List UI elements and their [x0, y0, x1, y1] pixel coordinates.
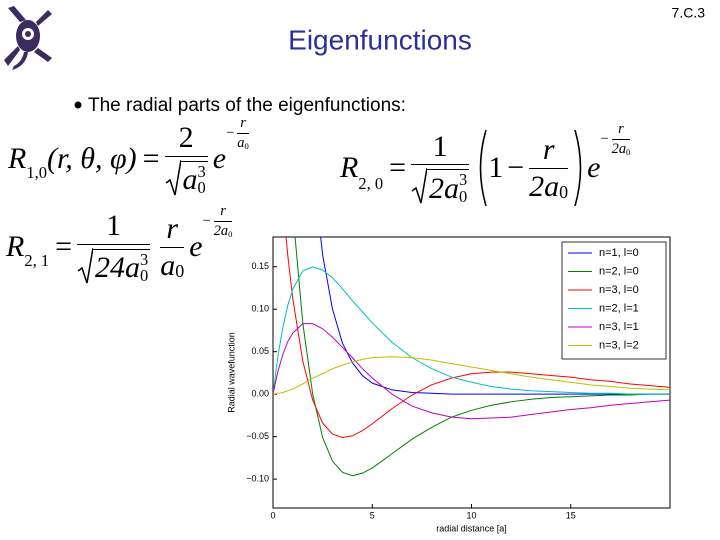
subscript: 0 — [197, 178, 206, 197]
exponent: − r 2a 0 — [202, 203, 235, 240]
exp-num: r — [213, 203, 233, 223]
args: (r, θ, φ) — [46, 142, 137, 176]
legend-label: n=3, l=0 — [599, 284, 639, 296]
numerator: 1 — [77, 210, 151, 245]
bullet-dot — [74, 101, 82, 109]
exp-num: r — [237, 115, 249, 135]
exp-den: a — [237, 135, 245, 152]
left-paren — [480, 129, 488, 207]
logo — [4, 6, 52, 70]
subscript: 0 — [140, 266, 149, 285]
legend-label: n=3, l=1 — [599, 321, 639, 333]
legend-box — [561, 241, 667, 360]
slide-title: Eigenfunctions — [288, 24, 472, 55]
exp-sign: − — [202, 213, 211, 230]
subscript: 0 — [459, 186, 468, 206]
series-line — [273, 356, 670, 395]
plot-lines — [273, 237, 670, 477]
exponent: − r 2a 0 — [600, 121, 633, 158]
right-paren — [574, 129, 582, 207]
exp-den-sub: 0 — [244, 141, 249, 152]
x-tick-label: 15 — [566, 510, 576, 520]
fraction: 1 2a 3 0 — [411, 131, 470, 206]
paren-one: 1 — [488, 151, 504, 184]
exp-base: e — [212, 142, 227, 176]
series-line — [273, 323, 670, 420]
radical-sign — [411, 168, 427, 204]
legend-label: n=2, l=0 — [599, 265, 639, 277]
y-tick-label: −0.10 — [246, 473, 269, 483]
exp-den: 2a — [611, 141, 627, 158]
series-line — [294, 237, 670, 477]
index: 1,0 — [26, 162, 47, 182]
frac-num: r — [529, 134, 569, 169]
bullet-text: The radial parts of the eigenfunctions: — [88, 95, 406, 116]
series-line — [273, 266, 670, 395]
y-tick-label: 0.10 — [251, 304, 269, 314]
y-tick-label: 0.05 — [251, 346, 269, 356]
x-tick-label: 0 — [270, 510, 275, 520]
power: 3 — [459, 170, 468, 190]
exp-den: 2a — [213, 223, 229, 240]
radical-sign — [77, 247, 93, 283]
y-tick-label: −0.05 — [246, 431, 269, 441]
numerator: 2 — [164, 122, 208, 157]
x-tick-label: 5 — [370, 510, 375, 520]
equals: = — [55, 230, 72, 264]
exp-den-sub: 0 — [228, 229, 233, 240]
exp-num: r — [611, 121, 631, 141]
formula: R 2, 0 = 1 2a 3 0 1 − r 2a 0 e − r 2a 0 — [340, 121, 632, 208]
frac-den: 2a — [529, 169, 560, 203]
y-axis-label: Radial wavefunction — [226, 332, 236, 413]
exp-den-sub: 0 — [626, 147, 631, 158]
symbol: R — [340, 151, 359, 184]
equals: = — [142, 142, 160, 176]
fraction: 1 24a 3 0 — [77, 210, 151, 285]
legend-label: n=1, l=0 — [599, 247, 639, 259]
equals: = — [389, 151, 406, 184]
power: 3 — [140, 249, 149, 269]
index: 2, 1 — [24, 250, 50, 270]
legend-label: n=2, l=1 — [599, 302, 639, 314]
paren-minus: − — [507, 151, 525, 184]
index: 2, 0 — [358, 174, 384, 193]
symbol: R — [8, 142, 27, 176]
series-line — [320, 237, 670, 395]
symbol: R — [6, 230, 25, 264]
radicand: 24a — [95, 251, 140, 285]
radicand: a — [182, 163, 198, 197]
exp-sign: − — [226, 125, 235, 142]
y-tick-label: 0.00 — [251, 389, 269, 399]
exp-base: e — [189, 230, 203, 264]
page-number: 7.C.3 — [672, 5, 706, 21]
power: 3 — [197, 161, 206, 181]
series-line — [285, 237, 670, 439]
radical-sign — [165, 159, 181, 195]
chart: −0.10 −0.05 0.00 0.05 0.10 0.15 0 5 10 15 radial d… — [226, 236, 671, 533]
radicand: 2a — [429, 172, 459, 205]
frac-den-sub: 0 — [559, 182, 569, 203]
numerator: 1 — [411, 131, 470, 166]
frac-num: r — [160, 213, 185, 248]
frac-den: a — [160, 248, 176, 282]
exp-sign: − — [600, 131, 609, 148]
x-axis-label: radial distance [a] — [436, 523, 507, 533]
frac-den-sub: 0 — [175, 261, 185, 282]
exp-base: e — [587, 151, 601, 184]
x-tick-label: 10 — [466, 510, 476, 520]
legend-label: n=3, l=2 — [599, 339, 639, 351]
y-tick-label: 0.15 — [251, 261, 269, 271]
